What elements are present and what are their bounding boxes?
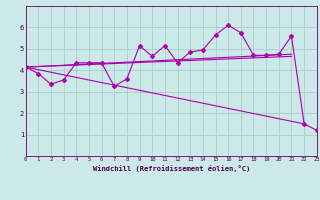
X-axis label: Windchill (Refroidissement éolien,°C): Windchill (Refroidissement éolien,°C) (92, 165, 250, 172)
